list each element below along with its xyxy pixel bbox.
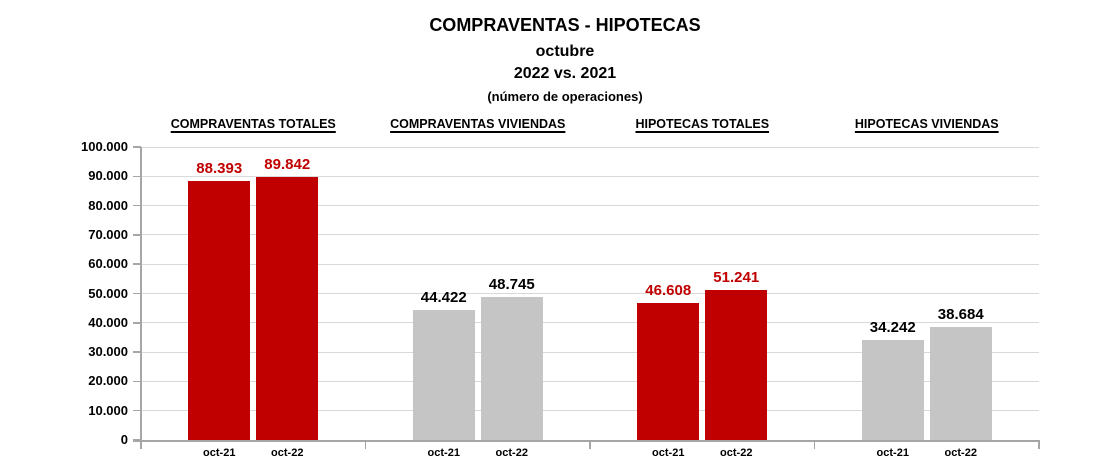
bar [705, 289, 768, 440]
y-axis-label: 100.000 [81, 139, 128, 154]
bar-value-label: 46.608 [645, 282, 692, 300]
bar-value-label: 38.684 [937, 305, 984, 323]
y-axis-label: 90.000 [88, 168, 128, 184]
x-axis-tick [140, 440, 142, 449]
y-axis-label: 0 [120, 432, 128, 447]
bar-category-label: oct-22 [495, 447, 528, 459]
y-axis-line [140, 147, 142, 440]
y-axis-label: 70.000 [88, 226, 128, 242]
bar-category-label: oct-22 [271, 447, 304, 459]
y-axis-tick [133, 146, 141, 148]
bar [256, 176, 319, 440]
bar-value-label: 51.241 [713, 268, 760, 286]
chart-subtitle-years: 2022 vs. 2021 [513, 65, 617, 82]
gridline [141, 175, 1039, 177]
bar-value-label: 34.242 [869, 318, 916, 336]
bar [929, 326, 992, 440]
chart-title: COMPRAVENTAS - HIPOTECAS [429, 15, 701, 35]
y-axis-tick [133, 234, 141, 236]
gridline [141, 380, 1039, 382]
x-axis-tick [364, 440, 367, 449]
gridline [141, 234, 1039, 236]
y-axis-tick [133, 351, 141, 353]
y-axis-tick [133, 263, 141, 265]
y-axis-tick [133, 204, 141, 207]
gridline [141, 351, 1039, 353]
bar-value-label: 44.422 [420, 288, 467, 306]
gridline [141, 410, 1039, 412]
bar [412, 309, 475, 440]
bar-category-label: oct-21 [876, 447, 909, 459]
y-axis-label: 50.000 [88, 285, 128, 301]
bar-value-label: 48.745 [488, 276, 535, 294]
bar-value-label: 89.842 [264, 155, 311, 173]
y-axis-label: 30.000 [88, 344, 128, 360]
gridline [141, 146, 1039, 148]
y-axis-label: 60.000 [88, 256, 128, 272]
gridline [141, 263, 1039, 265]
x-axis-tick [1038, 440, 1040, 449]
section-header: COMPRAVENTAS TOTALES [170, 117, 336, 131]
y-axis-tick [133, 175, 141, 178]
chart-subtitle-units: (número de operaciones) [487, 89, 643, 104]
y-axis-label: 20.000 [88, 373, 128, 389]
bar [188, 181, 251, 440]
y-axis-label: 40.000 [88, 314, 128, 330]
bar [861, 339, 924, 440]
y-axis-tick [133, 409, 141, 412]
bar-category-label: oct-21 [203, 447, 236, 459]
bar-category-label: oct-21 [652, 447, 685, 459]
gridline [141, 205, 1039, 207]
gridline [141, 322, 1039, 324]
y-axis-label: 10.000 [88, 402, 128, 418]
bar-category-label: oct-22 [944, 447, 977, 459]
bar [480, 297, 543, 440]
x-axis-tick [589, 440, 591, 449]
section-header: HIPOTECAS VIVIENDAS [854, 117, 999, 131]
y-axis-label: 80.000 [88, 197, 128, 213]
section-header: HIPOTECAS TOTALES [635, 117, 770, 131]
x-axis-line [133, 440, 1039, 442]
bar-category-label: oct-22 [720, 447, 753, 459]
bar-value-label: 88.393 [196, 160, 243, 177]
bar [637, 303, 700, 440]
x-axis-tick [813, 440, 816, 449]
bar-category-label: oct-21 [427, 447, 460, 459]
chart-subtitle-month: octubre [535, 43, 595, 60]
y-axis-tick [133, 380, 141, 383]
gridline [141, 293, 1039, 294]
y-axis-tick [133, 322, 141, 324]
section-header: COMPRAVENTAS VIVIENDAS [390, 117, 566, 131]
y-axis-tick [133, 292, 141, 295]
